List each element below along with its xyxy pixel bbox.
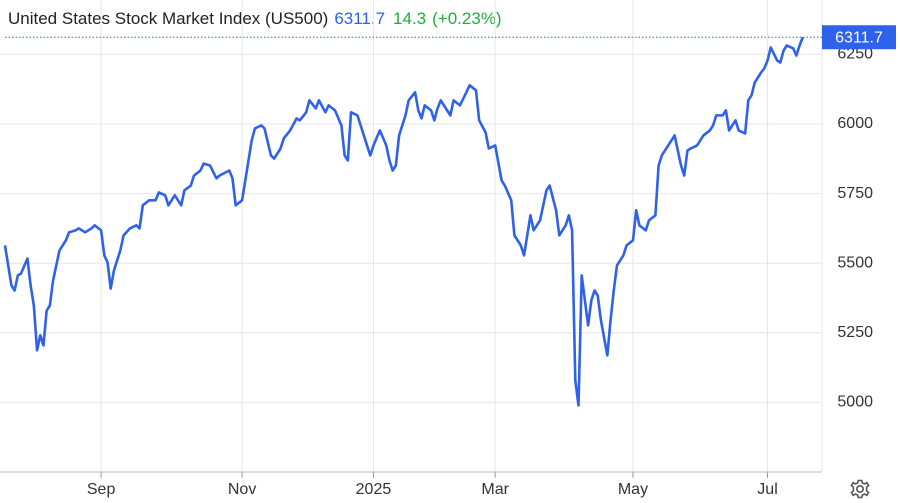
- y-tick-label: 6250: [837, 46, 873, 63]
- y-tick-label: 5500: [837, 254, 873, 271]
- x-tick-label: Mar: [481, 481, 509, 498]
- chart-title: United States Stock Market Index (US500): [8, 9, 328, 28]
- x-tick-label: Jul: [757, 481, 777, 498]
- price-change: 14.3: [393, 9, 426, 28]
- y-tick-label: 6000: [837, 115, 873, 132]
- y-tick-label: 5000: [837, 394, 873, 411]
- price-change-percent: (+0.23%): [432, 9, 501, 28]
- settings-icon[interactable]: [850, 479, 870, 499]
- y-tick-label: 5250: [837, 324, 873, 341]
- x-tick-label: Nov: [228, 481, 256, 498]
- settings-icon-center: [855, 484, 865, 494]
- settings-icon-cog: [850, 479, 870, 499]
- last-price: 6311.7: [334, 9, 385, 28]
- x-tick-label: 2025: [356, 481, 392, 498]
- chart-header: United States Stock Market Index (US500)…: [8, 9, 502, 28]
- last-price-label: 6311.7: [835, 29, 883, 46]
- last-price-box: [822, 25, 896, 50]
- price-line: [3, 36, 804, 407]
- x-tick-label: Sep: [87, 481, 116, 498]
- x-tick-label: May: [618, 481, 648, 498]
- y-tick-label: 5750: [837, 185, 873, 202]
